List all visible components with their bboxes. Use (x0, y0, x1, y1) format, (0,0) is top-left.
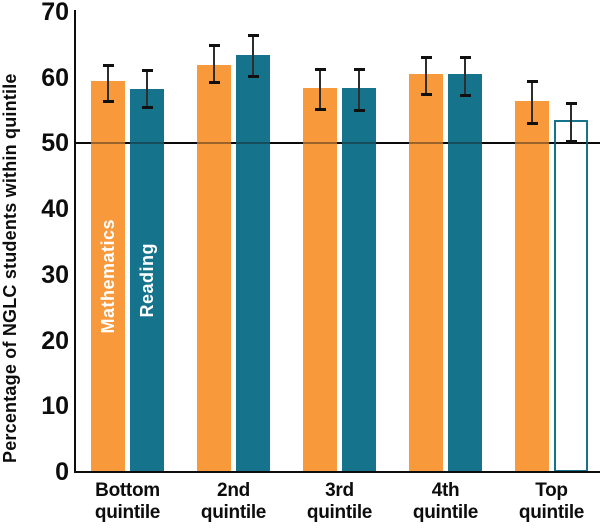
x-axis-line (74, 471, 600, 473)
y-tick-label-40: 40 (41, 195, 69, 224)
error-cap-low-mathematics-top-quintile (526, 122, 538, 126)
error-bar-mathematics-top-quintile (531, 81, 533, 124)
error-bar-reading-2nd-quintile (252, 35, 254, 77)
reference-line-50-overlay (75, 142, 600, 145)
error-cap-high-mathematics-3rd-quintile (314, 67, 326, 71)
error-bar-reading-4th-quintile (464, 57, 466, 95)
error-bar-mathematics-4th-quintile (425, 56, 427, 95)
error-cap-low-mathematics-3rd-quintile (314, 108, 326, 112)
error-cap-low-mathematics-bottom-quintile (102, 99, 114, 103)
error-cap-high-mathematics-4th-quintile (420, 55, 432, 59)
y-tick-label-70: 70 (41, 0, 69, 26)
error-cap-high-mathematics-2nd-quintile (208, 43, 220, 47)
error-bar-mathematics-bottom-quintile (107, 64, 109, 101)
error-cap-low-reading-2nd-quintile (247, 75, 259, 79)
x-category-label-top-quintile: Top quintile (518, 480, 585, 523)
error-cap-low-reading-bottom-quintile (141, 105, 153, 109)
x-category-label-4th-quintile: 4th quintile (412, 480, 479, 523)
bar-reading-top-quintile (554, 120, 588, 472)
bar-mathematics-4th-quintile (409, 74, 443, 472)
x-category-label-bottom-quintile: Bottom quintile (94, 480, 161, 523)
error-cap-high-reading-bottom-quintile (141, 69, 153, 73)
error-cap-low-mathematics-4th-quintile (420, 93, 432, 97)
legend-label-mathematics: Mathematics (97, 219, 118, 334)
y-tick-label-0: 0 (55, 458, 69, 486)
error-cap-low-mathematics-2nd-quintile (208, 80, 220, 84)
error-cap-high-mathematics-top-quintile (526, 80, 538, 83)
error-bar-reading-bottom-quintile (146, 70, 148, 107)
error-cap-low-reading-4th-quintile (459, 93, 471, 97)
error-bar-reading-top-quintile (570, 102, 572, 142)
bar-reading-2nd-quintile (236, 54, 270, 472)
bar-reading-4th-quintile (448, 74, 482, 472)
bar-mathematics-top-quintile (515, 101, 549, 472)
y-tick-label-20: 20 (41, 326, 69, 355)
y-axis-line (74, 10, 76, 473)
bar-reading-3rd-quintile (342, 88, 376, 472)
legend-label-wrap-mathematics: Mathematics (91, 81, 125, 472)
bar-mathematics-bottom-quintile (91, 81, 125, 472)
y-tick-label-50: 50 (41, 129, 69, 158)
error-cap-high-mathematics-bottom-quintile (102, 63, 114, 67)
error-cap-high-reading-3rd-quintile (353, 68, 365, 72)
y-tick-label-30: 30 (41, 260, 69, 289)
x-category-label-3rd-quintile: 3rd quintile (306, 480, 373, 523)
error-bar-mathematics-3rd-quintile (319, 68, 321, 110)
error-cap-low-reading-top-quintile (565, 140, 577, 144)
x-category-label-2nd-quintile: 2nd quintile (200, 480, 267, 523)
y-tick-label-10: 10 (41, 392, 69, 421)
error-cap-high-reading-top-quintile (565, 101, 577, 105)
bar-reading-bottom-quintile (130, 88, 164, 472)
reference-line-50 (75, 142, 600, 145)
y-tick-label-60: 60 (41, 63, 69, 92)
bar-mathematics-2nd-quintile (197, 64, 231, 472)
bar-mathematics-3rd-quintile (303, 88, 337, 472)
error-bar-reading-3rd-quintile (358, 69, 360, 110)
error-cap-high-reading-4th-quintile (459, 56, 471, 60)
error-bar-mathematics-2nd-quintile (213, 44, 215, 82)
error-cap-low-reading-3rd-quintile (353, 108, 365, 112)
legend-label-reading: Reading (136, 243, 157, 318)
legend-label-wrap-reading: Reading (130, 89, 164, 472)
error-cap-high-reading-2nd-quintile (247, 34, 259, 37)
